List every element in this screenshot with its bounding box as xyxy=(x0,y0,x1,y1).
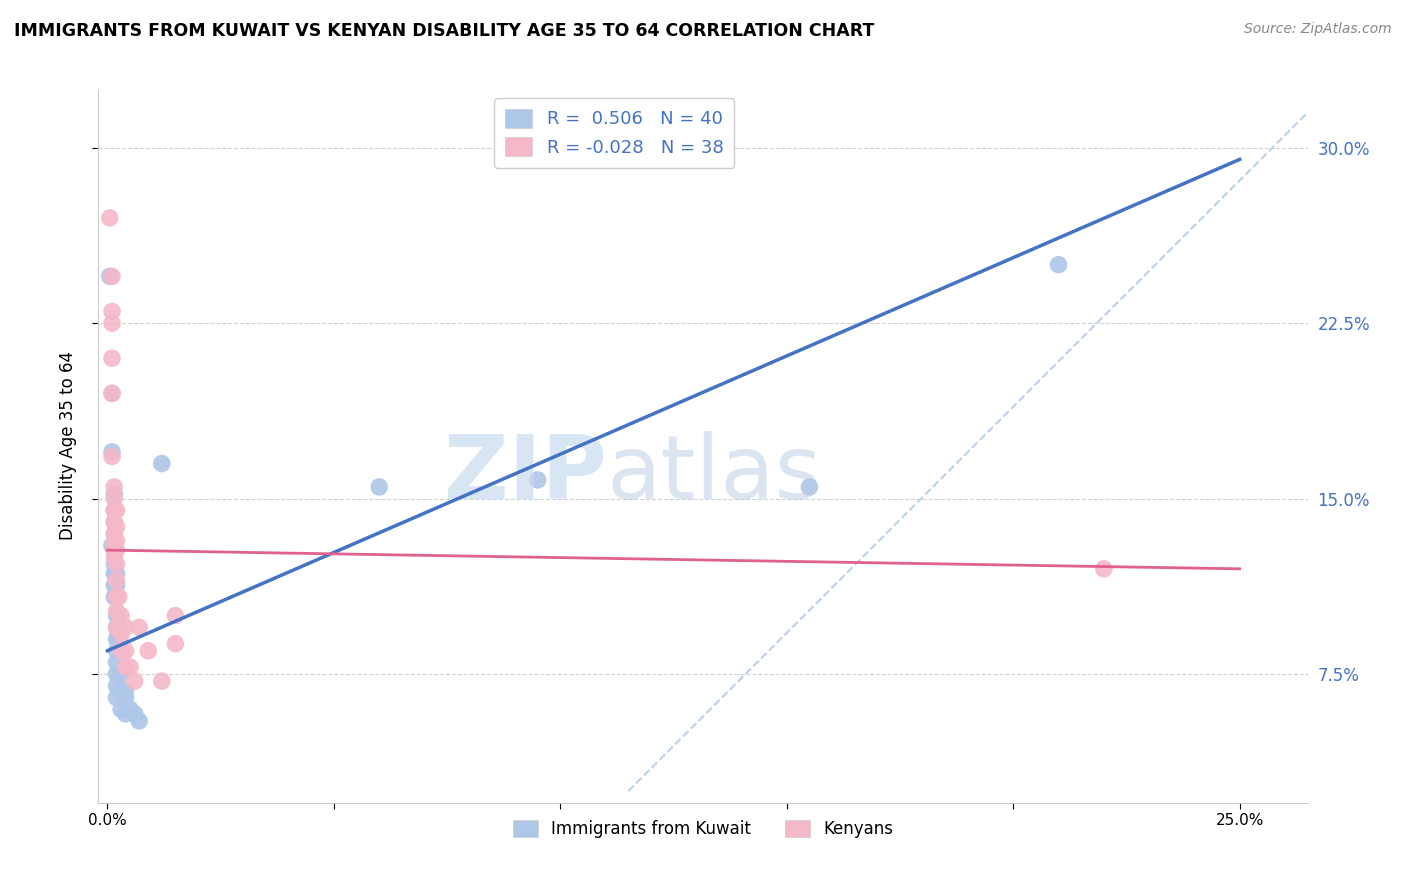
Point xyxy=(128,620,150,634)
Point xyxy=(101,316,124,330)
Point xyxy=(103,515,125,529)
Point xyxy=(110,702,132,716)
Point xyxy=(114,683,136,698)
Point xyxy=(103,590,125,604)
Point xyxy=(105,667,128,681)
Legend: Immigrants from Kuwait, Kenyans: Immigrants from Kuwait, Kenyans xyxy=(506,813,900,845)
Point xyxy=(103,487,125,501)
Point xyxy=(105,543,128,558)
Point xyxy=(101,351,124,366)
Text: atlas: atlas xyxy=(606,431,821,518)
Point xyxy=(105,590,128,604)
Point xyxy=(114,690,136,705)
Point xyxy=(150,674,173,689)
Text: Source: ZipAtlas.com: Source: ZipAtlas.com xyxy=(1244,22,1392,37)
Point xyxy=(105,533,128,548)
Point xyxy=(105,519,128,533)
Point xyxy=(103,550,125,565)
Point xyxy=(107,620,129,634)
Text: ZIP: ZIP xyxy=(443,431,606,518)
Point xyxy=(105,608,128,623)
Point xyxy=(107,590,129,604)
Point xyxy=(124,706,146,721)
Point xyxy=(103,538,125,552)
Point xyxy=(526,473,548,487)
Point xyxy=(105,566,128,581)
Point xyxy=(120,702,142,716)
Point xyxy=(105,690,128,705)
Point xyxy=(105,590,128,604)
Point xyxy=(103,515,125,529)
Text: IMMIGRANTS FROM KUWAIT VS KENYAN DISABILITY AGE 35 TO 64 CORRELATION CHART: IMMIGRANTS FROM KUWAIT VS KENYAN DISABIL… xyxy=(14,22,875,40)
Point xyxy=(114,706,136,721)
Point xyxy=(98,211,121,225)
Point xyxy=(105,557,128,571)
Point xyxy=(110,608,132,623)
Y-axis label: Disability Age 35 to 64: Disability Age 35 to 64 xyxy=(59,351,77,541)
Point xyxy=(165,637,187,651)
Point xyxy=(103,526,125,541)
Point xyxy=(105,644,128,658)
Point xyxy=(799,480,821,494)
Point xyxy=(1092,562,1115,576)
Point xyxy=(105,604,128,618)
Point xyxy=(103,503,125,517)
Point xyxy=(103,491,125,506)
Point xyxy=(103,480,125,494)
Point xyxy=(101,445,124,459)
Point xyxy=(368,480,391,494)
Point xyxy=(114,620,136,634)
Point xyxy=(107,632,129,646)
Point xyxy=(103,503,125,517)
Point xyxy=(124,674,146,689)
Point xyxy=(101,269,124,284)
Point xyxy=(105,620,128,634)
Point xyxy=(110,667,132,681)
Point xyxy=(101,450,124,464)
Point xyxy=(101,304,124,318)
Point xyxy=(114,660,136,674)
Point xyxy=(120,660,142,674)
Point xyxy=(110,644,132,658)
Point xyxy=(103,566,125,581)
Point xyxy=(103,543,125,558)
Point xyxy=(105,632,128,646)
Point xyxy=(110,683,132,698)
Point xyxy=(105,620,128,634)
Point xyxy=(105,656,128,670)
Point xyxy=(101,386,124,401)
Point xyxy=(101,386,124,401)
Point xyxy=(105,574,128,588)
Point xyxy=(1047,258,1070,272)
Point xyxy=(114,644,136,658)
Point xyxy=(150,457,173,471)
Point xyxy=(103,578,125,592)
Point xyxy=(103,557,125,571)
Point xyxy=(136,644,159,658)
Point xyxy=(165,608,187,623)
Point xyxy=(103,526,125,541)
Point xyxy=(105,503,128,517)
Point xyxy=(128,714,150,728)
Point xyxy=(105,578,128,592)
Point xyxy=(101,538,124,552)
Point xyxy=(98,269,121,284)
Point xyxy=(110,627,132,641)
Point xyxy=(105,679,128,693)
